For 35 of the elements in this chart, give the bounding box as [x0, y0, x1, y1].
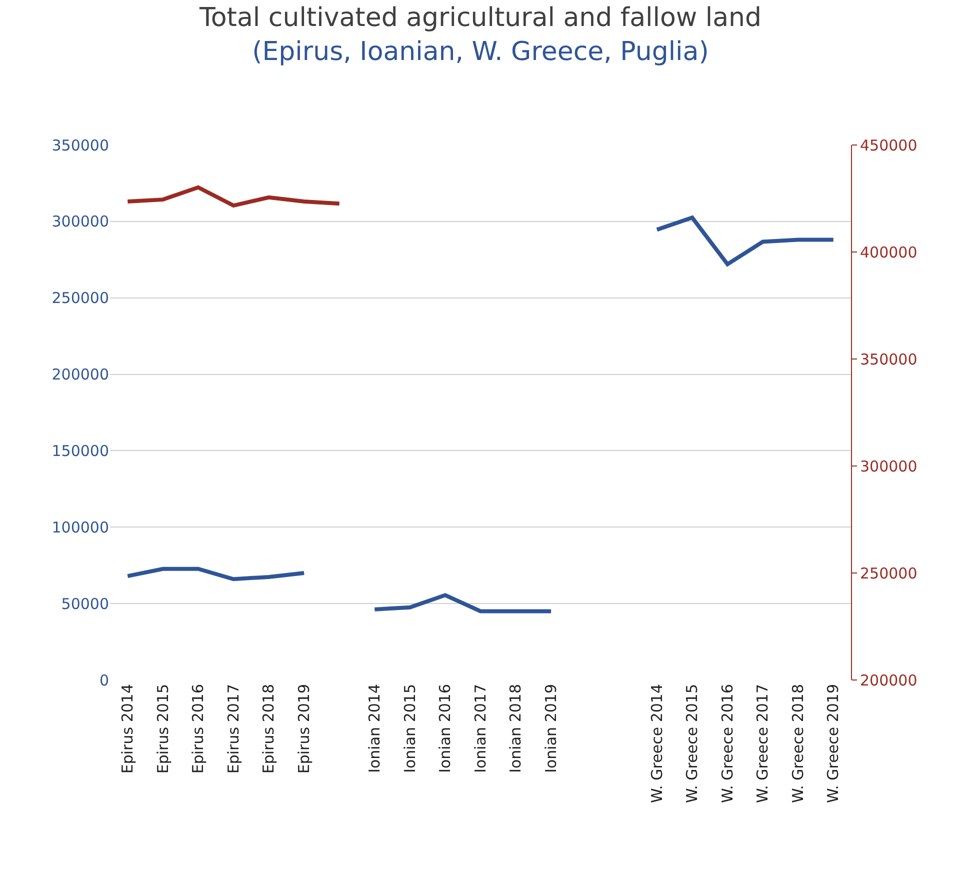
x-tick-label: Epirus 2017	[224, 684, 242, 774]
x-tick-label: W. Greece 2015	[683, 684, 702, 803]
y2-tick-label: 200000	[860, 671, 918, 690]
y2-tick-label: 450000	[860, 136, 918, 154]
x-tick-label: W. Greece 2016	[718, 684, 736, 803]
y2-tick-label: 300000	[860, 457, 918, 476]
x-tick-label: Ionian 2018	[506, 684, 525, 773]
y-tick-label: 350000	[52, 136, 109, 154]
x-tick-label: Ionian 2015	[400, 684, 419, 773]
x-tick-label: W. Greece 2019	[824, 684, 842, 803]
x-tick-label: W. Greece 2017	[754, 684, 772, 803]
x-tick-label: W. Greece 2018	[788, 684, 807, 803]
x-tick-label: Epirus 2016	[189, 684, 208, 774]
y-tick-label: 0	[99, 671, 109, 690]
y-tick-label: 250000	[52, 289, 109, 308]
y-tick-label: 50000	[61, 594, 109, 613]
x-tick-label: Ionian 2014	[366, 684, 384, 773]
chart-subtitle: (Epirus, Ioanian, W. Greece, Puglia)	[252, 36, 709, 67]
y-tick-label: 100000	[52, 518, 109, 536]
y2-tick-label: 400000	[860, 243, 918, 262]
y2-tick-label: 250000	[860, 564, 918, 582]
y-tick-label: 200000	[52, 366, 109, 384]
x-tick-label: Epirus 2015	[154, 684, 172, 774]
x-tick-label: Ionian 2016	[436, 684, 454, 773]
x-tick-label: Ionian 2019	[542, 684, 560, 773]
line-series	[126, 185, 342, 208]
y2-tick-label: 350000	[860, 350, 918, 368]
chart-title: Total cultivated agricultural and fallow land	[198, 3, 762, 34]
x-tick-label: Ionian 2017	[471, 684, 490, 773]
y-tick-label: 150000	[52, 442, 109, 460]
x-tick-label: Epirus 2019	[294, 684, 313, 774]
y-tick-label: 300000	[52, 212, 109, 231]
x-tick-label: Epirus 2018	[260, 684, 278, 774]
x-tick-label: W. Greece 2014	[648, 684, 666, 803]
x-tick-label: Epirus 2014	[118, 684, 137, 774]
